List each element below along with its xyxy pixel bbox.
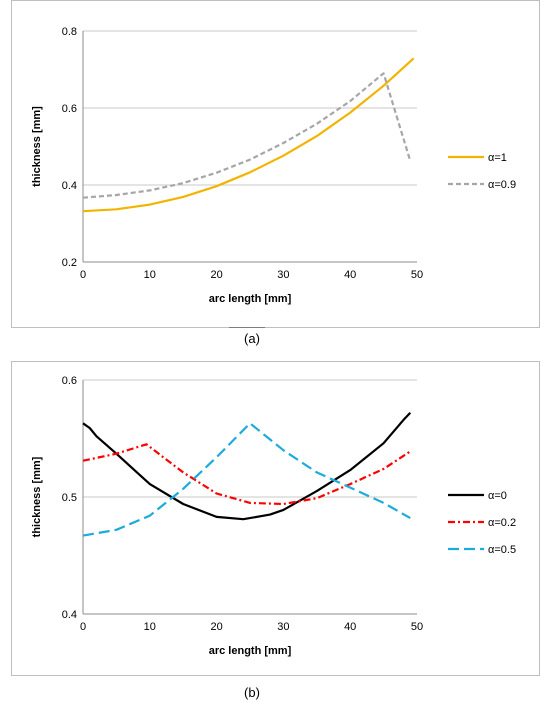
y-tick-label: 0.5 <box>62 492 77 504</box>
y-tick-label: 0.4 <box>62 609 77 621</box>
y-axis-label: thickness [mm] <box>31 106 43 187</box>
y-tick-label: 0.6 <box>62 375 77 387</box>
x-tick-label: 40 <box>344 269 356 281</box>
y-tick-label: 0.2 <box>62 257 77 269</box>
x-tick-label: 30 <box>277 621 289 633</box>
series-line <box>82 72 412 199</box>
series-line <box>82 57 415 213</box>
legend-label: α=0.9 <box>488 179 516 191</box>
x-tick-label: 20 <box>210 621 222 633</box>
x-axis-label: arc length [mm] <box>209 293 292 305</box>
x-tick-label: 0 <box>80 269 86 281</box>
chart-panel-a: 0.2 0.4 0.6 0.8 0 10 20 30 40 50 arc length [mm] th… <box>11 0 540 328</box>
y-tick-label: 0.4 <box>62 180 77 192</box>
caption-divider <box>229 327 265 328</box>
legend-label: α=1 <box>488 152 507 164</box>
series-line <box>82 443 411 506</box>
x-tick-label: 50 <box>411 269 423 281</box>
series-line <box>82 422 411 537</box>
x-axis-label: arc length [mm] <box>209 645 292 657</box>
x-tick-label: 10 <box>144 269 156 281</box>
chart-a: 0.2 0.4 0.6 0.8 0 10 20 30 40 50 arc length [mm] th… <box>31 26 516 305</box>
x-tick-label: 20 <box>210 269 222 281</box>
y-axis-label: thickness [mm] <box>31 456 43 537</box>
legend-label: α=0 <box>488 490 507 502</box>
legend-label: α=0.5 <box>488 544 516 556</box>
series-line <box>82 412 412 521</box>
x-tick-label: 10 <box>144 621 156 633</box>
chart-b: 0.4 0.5 0.6 0 10 20 30 40 50 arc length [mm] thick… <box>31 375 516 657</box>
caption-a: (a) <box>244 331 260 346</box>
y-tick-label: 0.6 <box>62 103 77 115</box>
x-tick-label: 0 <box>80 621 86 633</box>
x-tick-label: 40 <box>344 621 356 633</box>
chart-panel-b: 0.4 0.5 0.6 0 10 20 30 40 50 arc length [mm] thick… <box>11 361 540 676</box>
x-tick-label: 50 <box>411 621 423 633</box>
x-tick-label: 30 <box>277 269 289 281</box>
caption-b: (b) <box>244 685 260 700</box>
legend-label: α=0.2 <box>488 517 516 529</box>
y-tick-label: 0.8 <box>62 26 77 38</box>
